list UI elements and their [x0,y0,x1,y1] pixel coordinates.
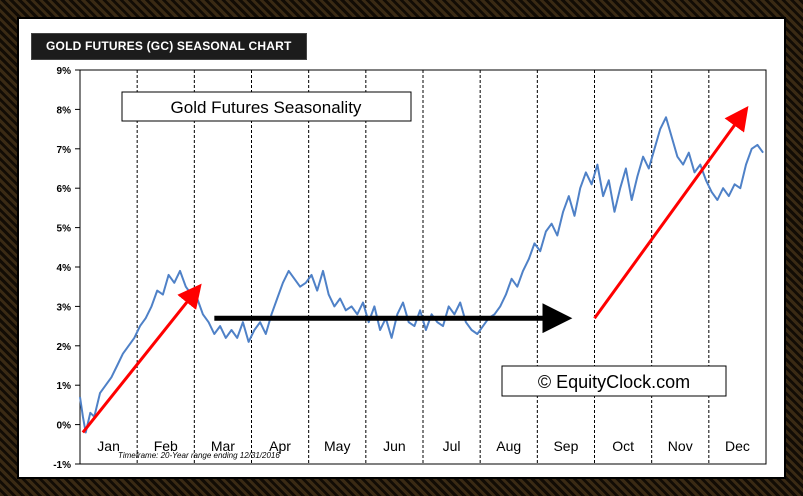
y-tick-label: 1% [57,381,72,392]
trend-arrow-up [81,283,202,434]
y-tick-label: 9% [57,66,72,77]
x-tick-label: Nov [668,438,693,454]
title-box [121,91,412,122]
x-tick-label: Feb [154,438,178,454]
x-tick-label: Jun [383,438,406,454]
trend-arrow-up [593,106,749,320]
watermark-box [501,365,727,397]
x-tick-label: Apr [269,438,291,454]
watermark-text: © EquityClock.com [538,372,690,392]
y-tick-label: 4% [57,263,72,274]
x-tick-label: Jan [97,438,120,454]
x-tick-label: Sep [553,438,578,454]
y-tick-label: 3% [57,302,72,313]
timeframe-note: Timeframe: 20-Year range ending 12/31/20… [118,451,280,460]
y-tick-label: 0% [57,421,72,432]
y-tick-label: -1% [53,460,71,471]
y-tick-label: 6% [57,184,72,195]
chart-title: Gold Futures Seasonality [171,98,362,117]
x-tick-label: Dec [725,438,750,454]
x-tick-label: Jul [443,438,461,454]
chart-header: GOLD FUTURES (GC) SEASONAL CHART [31,33,307,60]
y-tick-label: 5% [57,224,72,235]
x-tick-label: May [324,438,350,454]
x-tick-label: Oct [612,438,634,454]
y-tick-label: 2% [57,342,72,353]
y-tick-label: 7% [57,145,72,156]
y-tick-label: 8% [57,105,72,116]
x-tick-label: Mar [211,438,235,454]
x-tick-label: Aug [496,438,521,454]
